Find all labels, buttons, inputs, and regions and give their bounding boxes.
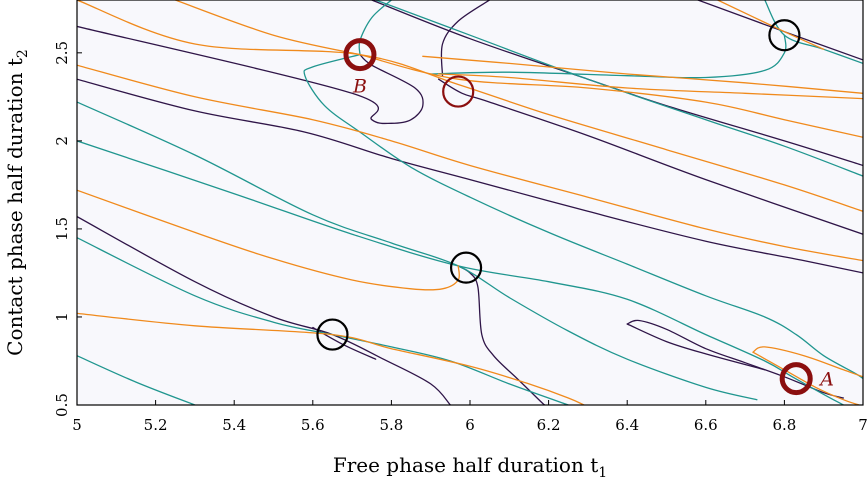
contour-line-teal-18 [375, 0, 863, 177]
solution-marker-3 [442, 75, 475, 108]
x-tick-label: 6.8 [772, 416, 796, 434]
contour-line-orange-30 [716, 0, 825, 50]
contour-line-orange-28 [752, 346, 863, 378]
x-axis-title: Free phase half duration t1 [333, 453, 607, 481]
y-tick-label: 2.5 [53, 41, 71, 65]
x-tick-label: 5.2 [144, 416, 168, 434]
contour-line-teal-16 [303, 53, 863, 380]
contour-line-teal-15 [358, 0, 393, 56]
x-tick-label: 6.2 [537, 416, 561, 434]
contour-line-purple-9 [626, 323, 766, 371]
solution-marker-2 [768, 19, 801, 52]
y-tick-label: 0.5 [53, 393, 71, 417]
x-tick-label: 5 [72, 416, 82, 434]
y-axis-title-main: Contact phase half duration t [3, 58, 27, 356]
solution-markers: BA [316, 19, 834, 396]
solution-marker-1 [449, 251, 483, 284]
y-axis: 0.5 1 1.5 2 2.5 [53, 41, 82, 417]
contour-line-orange-20 [77, 0, 863, 212]
contour-line-orange-24 [359, 53, 863, 138]
solution-marker-0 [316, 318, 349, 351]
contour-line-teal-19 [764, 0, 863, 65]
x-tick-label: 5.4 [222, 416, 246, 434]
contour-line-purple-6 [440, 0, 491, 77]
y-tick-label: 1 [53, 312, 71, 322]
contour-line-purple-0 [77, 25, 424, 125]
x-tick-label: 7 [858, 416, 867, 434]
contour-curves [77, 0, 863, 405]
contour-line-purple-5 [437, 78, 863, 235]
contour-line-teal-14 [77, 140, 845, 405]
contour-line-orange-26 [422, 55, 863, 94]
contour-line-orange-29 [752, 351, 860, 405]
solution-marker-b [343, 38, 377, 72]
contour-line-purple-8 [626, 319, 845, 399]
contour-line-purple-7 [457, 265, 546, 405]
contour-line-orange-25 [174, 0, 361, 56]
solution-marker-a [779, 362, 813, 396]
contour-line-orange-27 [437, 73, 863, 100]
contour-line-orange-22 [77, 189, 460, 291]
x-tick-label: 5.8 [379, 416, 403, 434]
contour-line-purple-1 [77, 78, 863, 274]
y-axis-title: Contact phase half duration t2 [3, 49, 31, 356]
marker-label-a: A [818, 369, 834, 391]
x-tick-label: 6.6 [694, 416, 718, 434]
contour-line-orange-23 [77, 312, 585, 405]
contour-line-orange-21 [77, 64, 863, 262]
y-axis-title-subscript: 2 [15, 49, 31, 58]
y-tick-label: 2 [53, 136, 71, 146]
contour-line-teal-11 [77, 101, 758, 401]
x-tick-label: 6 [465, 416, 475, 434]
marker-label-b: B [352, 76, 367, 98]
contour-line-teal-17 [430, 34, 787, 79]
x-axis-title-main: Free phase half duration t [333, 453, 598, 477]
x-tick-label: 6.4 [615, 416, 639, 434]
x-axis-title-subscript: 1 [598, 465, 607, 481]
contour-line-teal-13 [77, 355, 196, 405]
plot-area [77, 0, 863, 405]
y-tick-label: 1.5 [53, 217, 71, 241]
x-axis: 5 5.2 5.4 5.6 5.8 6 6.2 6.4 6.6 6.8 7 [72, 400, 867, 434]
x-tick-label: 5.6 [301, 416, 325, 434]
